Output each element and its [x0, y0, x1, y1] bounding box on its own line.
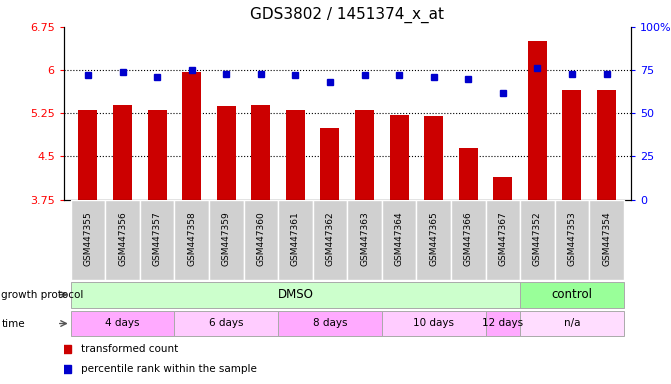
Bar: [520, 200, 555, 280]
Text: 12 days: 12 days: [482, 318, 523, 328]
Bar: [382, 200, 417, 280]
Text: GSM447367: GSM447367: [499, 211, 507, 266]
Text: 8 days: 8 days: [313, 318, 347, 328]
Bar: [486, 311, 520, 336]
Bar: [79, 111, 97, 200]
Text: GSM447360: GSM447360: [256, 211, 265, 266]
Text: n/a: n/a: [564, 318, 580, 328]
Text: GSM447359: GSM447359: [221, 211, 231, 266]
Bar: [174, 311, 278, 336]
Bar: [597, 90, 616, 200]
Text: 10 days: 10 days: [413, 318, 454, 328]
Bar: [459, 148, 478, 200]
Bar: [105, 200, 140, 280]
Bar: [313, 200, 348, 280]
Bar: [424, 116, 443, 200]
Bar: [217, 106, 236, 200]
Text: GSM447357: GSM447357: [152, 211, 162, 266]
Bar: [244, 200, 278, 280]
Bar: [555, 200, 589, 280]
Bar: [486, 200, 520, 280]
Bar: [348, 200, 382, 280]
Bar: [451, 200, 486, 280]
Bar: [562, 90, 582, 200]
Text: GSM447353: GSM447353: [568, 211, 576, 266]
Text: transformed count: transformed count: [81, 344, 178, 354]
Bar: [174, 200, 209, 280]
Bar: [520, 311, 624, 336]
Text: GSM447366: GSM447366: [464, 211, 473, 266]
Text: GSM447364: GSM447364: [395, 211, 403, 266]
Bar: [390, 115, 409, 200]
Bar: [140, 200, 174, 280]
Bar: [286, 111, 305, 200]
Bar: [252, 104, 270, 200]
Bar: [278, 311, 382, 336]
Bar: [70, 282, 520, 308]
Text: GSM447361: GSM447361: [291, 211, 300, 266]
Bar: [520, 282, 624, 308]
Text: GSM447363: GSM447363: [360, 211, 369, 266]
Text: percentile rank within the sample: percentile rank within the sample: [81, 364, 256, 374]
Bar: [70, 200, 105, 280]
Text: DMSO: DMSO: [277, 288, 313, 301]
Bar: [493, 177, 513, 200]
Bar: [278, 200, 313, 280]
Bar: [589, 200, 624, 280]
Text: GSM447365: GSM447365: [429, 211, 438, 266]
Text: GSM447362: GSM447362: [325, 211, 334, 266]
Text: GSM447356: GSM447356: [118, 211, 127, 266]
Bar: [209, 200, 244, 280]
Text: GSM447352: GSM447352: [533, 211, 542, 266]
Title: GDS3802 / 1451374_x_at: GDS3802 / 1451374_x_at: [250, 7, 444, 23]
Text: growth protocol: growth protocol: [1, 290, 84, 300]
Bar: [321, 127, 340, 200]
Bar: [528, 41, 547, 200]
Text: GSM447358: GSM447358: [187, 211, 196, 266]
Bar: [113, 104, 132, 200]
Bar: [148, 111, 166, 200]
Bar: [182, 72, 201, 200]
Bar: [417, 200, 451, 280]
Bar: [355, 111, 374, 200]
Text: 6 days: 6 days: [209, 318, 244, 328]
Text: GSM447355: GSM447355: [83, 211, 93, 266]
Bar: [382, 311, 486, 336]
Text: GSM447354: GSM447354: [602, 211, 611, 266]
Text: time: time: [1, 318, 25, 329]
Text: control: control: [552, 288, 592, 301]
Text: 4 days: 4 days: [105, 318, 140, 328]
Bar: [70, 311, 174, 336]
